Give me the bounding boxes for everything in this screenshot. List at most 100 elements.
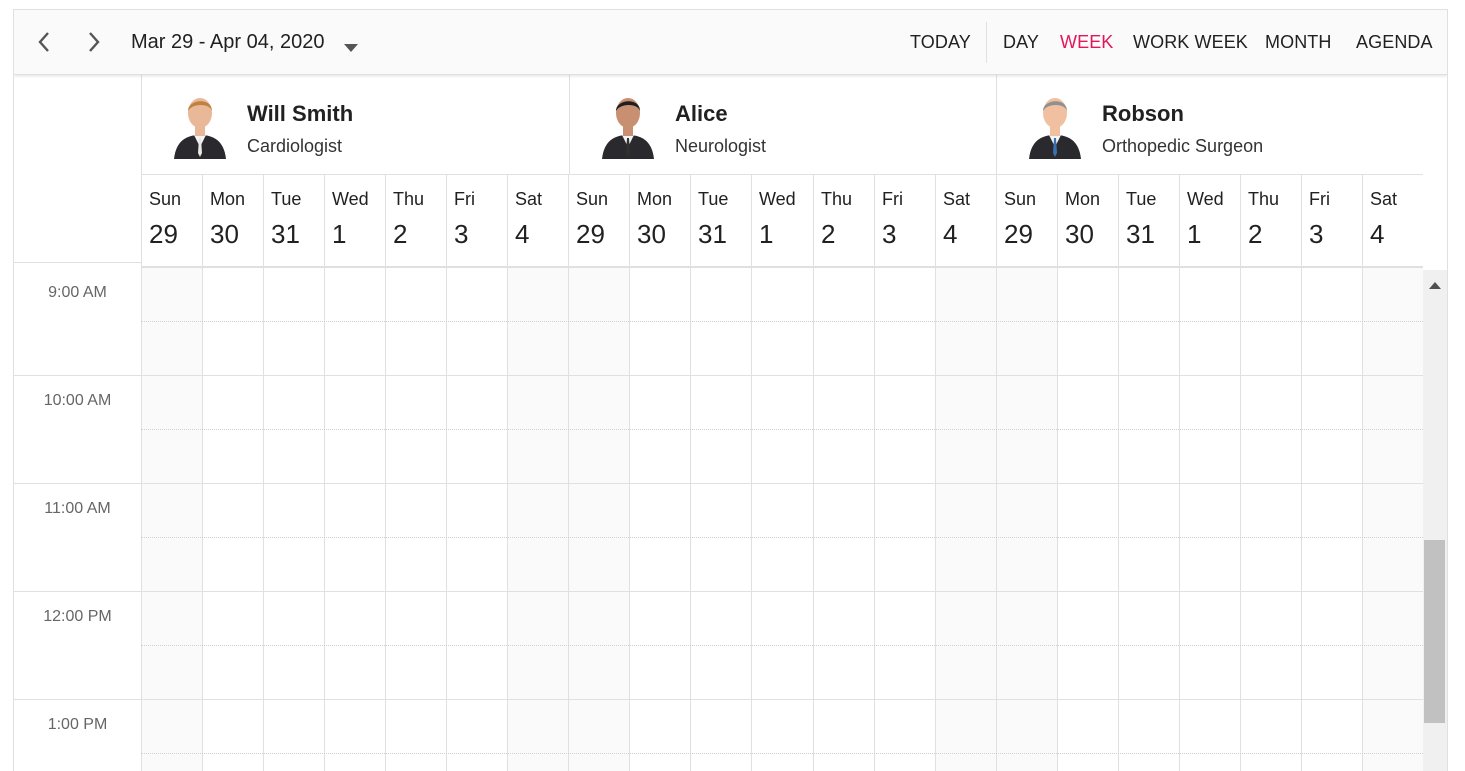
work-cell-column[interactable]: [568, 267, 629, 771]
day-number[interactable]: 29: [1004, 219, 1033, 249]
resource-cell: Will Smith Cardiologist: [141, 75, 569, 174]
work-cell-column[interactable]: [324, 267, 385, 771]
date-header-cell[interactable]: Sat 4: [935, 175, 996, 266]
time-slot-label: 1:00 PM: [47, 716, 108, 733]
work-cell-column[interactable]: [1362, 267, 1423, 771]
work-cell-column[interactable]: [751, 267, 813, 771]
day-number[interactable]: 2: [393, 219, 408, 249]
view-week-button[interactable]: WEEK: [1060, 32, 1114, 52]
date-header-cell[interactable]: Thu 2: [813, 175, 874, 266]
date-header-cell[interactable]: Tue 31: [690, 175, 751, 266]
previous-button[interactable]: [30, 27, 58, 57]
day-name: Wed: [759, 189, 796, 209]
scroll-thumb[interactable]: [1424, 540, 1445, 723]
hour-line: [141, 483, 1423, 484]
work-cell-column[interactable]: [690, 267, 751, 771]
work-cell-column[interactable]: [1057, 267, 1118, 771]
day-number[interactable]: 1: [759, 219, 774, 249]
day-name: Mon: [1065, 189, 1101, 209]
work-cell-column[interactable]: [1118, 267, 1179, 771]
day-name: Fri: [882, 189, 903, 209]
date-range-button[interactable]: Mar 29 - Apr 04, 2020: [131, 31, 325, 53]
day-number[interactable]: 31: [271, 219, 300, 249]
day-name: Fri: [454, 189, 475, 209]
date-header-cell[interactable]: Wed 1: [1179, 175, 1240, 266]
work-cell-column[interactable]: [1240, 267, 1301, 771]
date-header-cell[interactable]: Wed 1: [751, 175, 813, 266]
half-hour-line: [141, 537, 1423, 538]
day-number[interactable]: 3: [454, 219, 469, 249]
time-slot-label: 12:00 PM: [43, 608, 112, 625]
view-month-button[interactable]: MONTH: [1265, 32, 1332, 52]
vertical-scrollbar[interactable]: [1423, 270, 1447, 771]
date-header-cell[interactable]: Mon 30: [1057, 175, 1118, 266]
day-number[interactable]: 4: [515, 219, 530, 249]
work-cell-column[interactable]: [202, 267, 263, 771]
day-name: Sun: [1004, 189, 1037, 209]
date-header-cell[interactable]: Sat 4: [507, 175, 568, 266]
date-header-cell[interactable]: Fri 3: [874, 175, 935, 266]
day-number[interactable]: 29: [576, 219, 605, 249]
date-header-cell[interactable]: Tue 31: [263, 175, 324, 266]
date-header-cell[interactable]: Wed 1: [324, 175, 385, 266]
date-header-cell[interactable]: Sun 29: [568, 175, 629, 266]
view-work-week-button[interactable]: WORK WEEK: [1133, 32, 1248, 52]
day-number[interactable]: 3: [882, 219, 897, 249]
date-header-cell[interactable]: Fri 3: [1301, 175, 1362, 266]
day-name: Tue: [1126, 189, 1157, 209]
work-cell-column[interactable]: [629, 267, 690, 771]
view-day-button[interactable]: DAY: [1003, 32, 1039, 52]
caret-down-icon: [344, 44, 358, 52]
date-header-cell[interactable]: Tue 31: [1118, 175, 1179, 266]
resource-name: Robson: [1102, 101, 1184, 126]
date-header-cell[interactable]: Fri 3: [446, 175, 507, 266]
day-number[interactable]: 4: [1370, 219, 1385, 249]
time-divider: [14, 483, 141, 484]
day-number[interactable]: 1: [1187, 219, 1202, 249]
day-number[interactable]: 29: [149, 219, 178, 249]
date-header-cell[interactable]: Mon 30: [629, 175, 690, 266]
date-range-dropdown[interactable]: [344, 39, 358, 57]
day-number[interactable]: 31: [1126, 219, 1155, 249]
work-cell-column[interactable]: [263, 267, 324, 771]
toolbar: Mar 29 - Apr 04, 2020 TODAY DAY WEEK WORK …: [14, 10, 1447, 75]
day-number[interactable]: 30: [1065, 219, 1094, 249]
day-number[interactable]: 1: [332, 219, 347, 249]
time-slot-label: 11:00 AM: [44, 500, 111, 517]
day-number[interactable]: 2: [821, 219, 836, 249]
half-hour-line: [141, 645, 1423, 646]
today-button[interactable]: TODAY: [910, 32, 971, 52]
work-cell-column[interactable]: [446, 267, 507, 771]
time-column: 9:00 AM 10:00 AM 11:00 AM 12:00 PM 1:00 PM: [14, 263, 141, 771]
day-number[interactable]: 30: [210, 219, 239, 249]
work-cell-column[interactable]: [874, 267, 935, 771]
next-button[interactable]: [80, 27, 108, 57]
day-number[interactable]: 4: [943, 219, 958, 249]
date-header-cell[interactable]: Thu 2: [1240, 175, 1301, 266]
date-header-cell[interactable]: Mon 30: [202, 175, 263, 266]
avatar: [598, 89, 658, 159]
chevron-right-icon: [89, 32, 100, 52]
work-cell-column[interactable]: [141, 267, 202, 771]
date-header-cell[interactable]: Sat 4: [1362, 175, 1423, 266]
work-cell-column[interactable]: [1179, 267, 1240, 771]
day-name: Tue: [271, 189, 302, 209]
work-cell-column[interactable]: [935, 267, 996, 771]
view-agenda-button[interactable]: AGENDA: [1356, 32, 1433, 52]
work-cell-column[interactable]: [813, 267, 874, 771]
day-number[interactable]: 3: [1309, 219, 1324, 249]
work-cell-column[interactable]: [507, 267, 568, 771]
date-header-cell[interactable]: Thu 2: [385, 175, 446, 266]
work-cell-column[interactable]: [1301, 267, 1362, 771]
day-number[interactable]: 2: [1248, 219, 1263, 249]
day-number[interactable]: 31: [698, 219, 727, 249]
work-cell-column[interactable]: [385, 267, 446, 771]
date-header-cell[interactable]: Sun 29: [141, 175, 202, 266]
day-number[interactable]: 30: [637, 219, 666, 249]
day-name: Tue: [698, 189, 729, 209]
scroll-up-button[interactable]: [1429, 276, 1441, 294]
time-divider: [14, 699, 141, 700]
day-name: Sat: [515, 189, 543, 209]
work-cell-column[interactable]: [996, 267, 1057, 771]
date-header-cell[interactable]: Sun 29: [996, 175, 1057, 266]
